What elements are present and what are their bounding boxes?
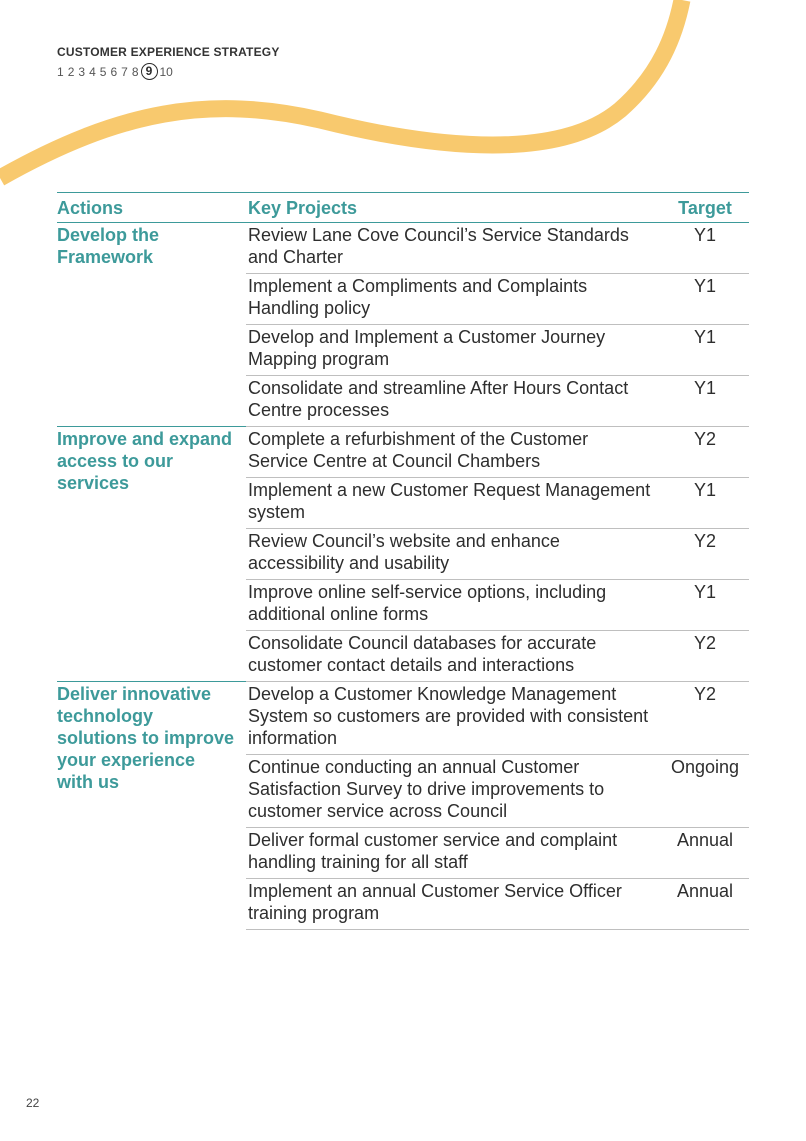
action-cell: Develop the Framework bbox=[57, 225, 160, 267]
table-header-row: Actions Key Projects Target bbox=[57, 192, 749, 223]
pager-item[interactable]: 1 bbox=[57, 64, 64, 79]
project-cell: Review Lane Cove Council’s Service Stand… bbox=[246, 222, 661, 274]
table-row: Deliver formal customer service and comp… bbox=[57, 827, 749, 879]
pager-item[interactable]: 7 bbox=[121, 64, 128, 79]
header-target: Target bbox=[661, 192, 749, 223]
target-cell: Y1 bbox=[661, 477, 749, 529]
pager-item[interactable]: 3 bbox=[78, 64, 86, 79]
table-row: Deliver innovative technology solutions … bbox=[57, 681, 749, 930]
table-row: Develop the Framework Review Lane Cove C… bbox=[57, 222, 749, 274]
chapter-pager: 1 2 3 4 5 6 7 8 9 10 bbox=[57, 63, 280, 80]
table-row: Continue conducting an annual Customer S… bbox=[57, 754, 749, 828]
target-cell: Y2 bbox=[661, 681, 749, 755]
target-cell: Y1 bbox=[661, 273, 749, 325]
project-cell: Implement a Compliments and Complaints H… bbox=[246, 273, 661, 325]
project-cell: Continue conducting an annual Customer S… bbox=[246, 754, 661, 828]
table-row: Consolidate and streamline After Hours C… bbox=[57, 375, 749, 427]
table-row: Develop and Implement a Customer Journey… bbox=[57, 324, 749, 376]
table-row: Implement a new Customer Request Managem… bbox=[57, 477, 749, 529]
target-cell: Y2 bbox=[661, 426, 749, 478]
pager-item[interactable]: 8 bbox=[131, 64, 139, 79]
decorative-swoosh bbox=[0, 0, 691, 186]
swoosh-curve bbox=[0, 0, 691, 186]
target-cell: Y1 bbox=[661, 324, 749, 376]
header-actions: Actions bbox=[57, 192, 246, 223]
project-cell: Deliver formal customer service and comp… bbox=[246, 827, 661, 879]
document-header: CUSTOMER EXPERIENCE STRATEGY 1 2 3 4 5 6… bbox=[57, 45, 280, 80]
target-cell: Annual bbox=[661, 878, 749, 930]
target-cell: Ongoing bbox=[661, 754, 749, 828]
project-cell: Review Council’s website and enhance acc… bbox=[246, 528, 661, 580]
table-row: Improve and expand access to our service… bbox=[57, 426, 749, 682]
target-cell: Annual bbox=[661, 827, 749, 879]
table-row: Implement a Compliments and Complaints H… bbox=[57, 273, 749, 325]
action-cell: Improve and expand access to our service… bbox=[57, 426, 246, 682]
header-key-projects: Key Projects bbox=[246, 192, 661, 223]
page-number: 22 bbox=[26, 1096, 40, 1110]
project-cell: Implement a new Customer Request Managem… bbox=[246, 477, 661, 529]
pager-item[interactable]: 4 bbox=[89, 64, 96, 79]
pager-item[interactable]: 2 bbox=[67, 64, 75, 79]
project-cell: Consolidate Council databases for accura… bbox=[246, 630, 661, 682]
project-cell: Implement an annual Customer Service Off… bbox=[246, 878, 661, 930]
project-cell: Develop and Implement a Customer Journey… bbox=[246, 324, 661, 376]
project-cell: Complete a refurbishment of the Customer… bbox=[246, 426, 661, 478]
target-cell: Y1 bbox=[661, 579, 749, 631]
action-cell: Deliver innovative technology solutions … bbox=[57, 681, 246, 930]
table-row: Improve online self-service options, inc… bbox=[57, 579, 749, 631]
pager-item[interactable]: 6 bbox=[110, 64, 118, 79]
target-cell: Y2 bbox=[661, 630, 749, 682]
target-cell: Y2 bbox=[661, 528, 749, 580]
strategy-table: Actions Key Projects Target Develop the … bbox=[57, 192, 749, 930]
document-title: CUSTOMER EXPERIENCE STRATEGY bbox=[57, 45, 280, 59]
pager-item-current[interactable]: 9 bbox=[140, 63, 158, 80]
pager-item[interactable]: 5 bbox=[99, 64, 107, 79]
project-cell: Develop a Customer Knowledge Management … bbox=[246, 681, 661, 755]
table-row: Implement an annual Customer Service Off… bbox=[57, 878, 749, 930]
pager-item[interactable]: 10 bbox=[159, 64, 173, 79]
strategy-table-container: Actions Key Projects Target Develop the … bbox=[57, 192, 749, 930]
project-cell: Improve online self-service options, inc… bbox=[246, 579, 661, 631]
target-cell: Y1 bbox=[661, 375, 749, 427]
project-cell: Consolidate and streamline After Hours C… bbox=[246, 375, 661, 427]
table-row: Review Council’s website and enhance acc… bbox=[57, 528, 749, 580]
target-cell: Y1 bbox=[661, 222, 749, 274]
